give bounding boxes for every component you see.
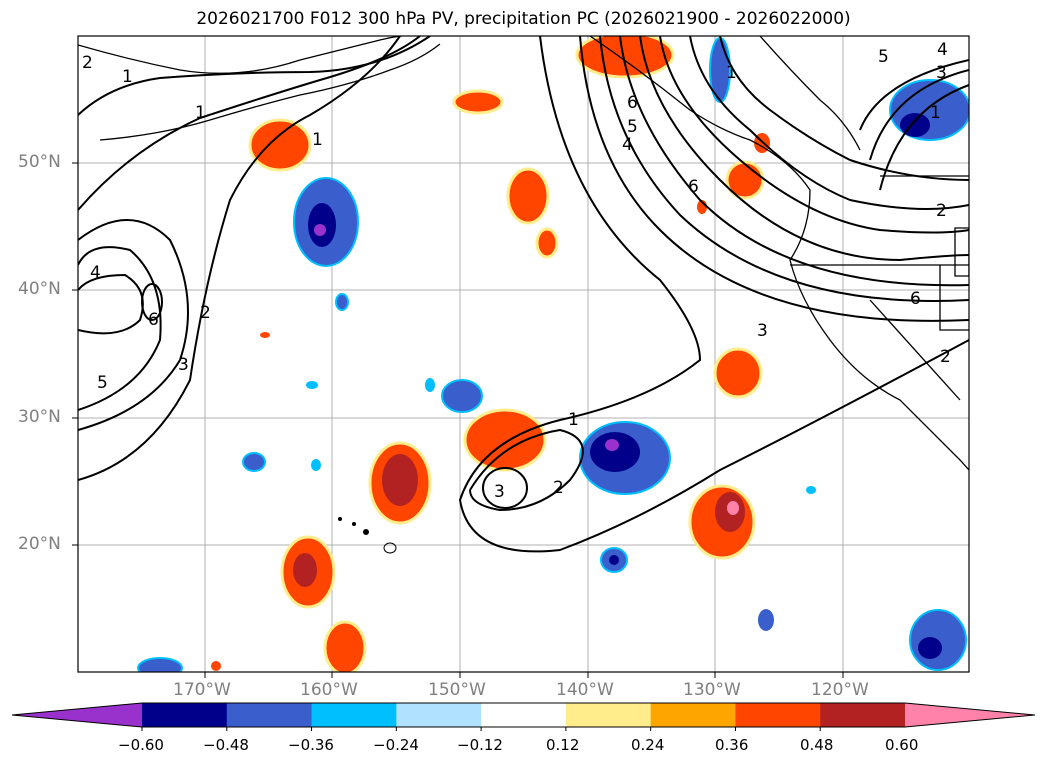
contour-label: 2 xyxy=(82,53,93,73)
colorbar-extend-max xyxy=(905,703,1035,727)
contour-label: 5 xyxy=(627,117,638,137)
contour-label: 2 xyxy=(553,478,564,498)
contour-label: 6 xyxy=(148,310,159,330)
contour-labels: 2 1 1 1 4 6 2 3 5 6 5 4 1 6 3 6 2 2 1 3 … xyxy=(82,40,951,502)
contour-label: 1 xyxy=(195,103,206,123)
colorbar-segment xyxy=(565,703,652,727)
lat-label: 20°N xyxy=(18,534,61,554)
contour-label: 3 xyxy=(936,63,947,83)
colorbar-segment xyxy=(481,703,567,727)
colorbar-segment xyxy=(650,703,736,727)
colorbar-tick-label: 0.12 xyxy=(546,736,580,754)
colorbar-tick-label: 0.24 xyxy=(631,736,665,754)
contour-label: 3 xyxy=(494,482,505,502)
pv-contours xyxy=(78,36,969,553)
contour-label: 5 xyxy=(97,373,108,393)
contour-label: 2 xyxy=(936,201,947,221)
lon-label: 130°W xyxy=(683,680,741,700)
colorbar-tick-label: −0.12 xyxy=(457,736,503,754)
map-panel: 2 1 1 1 4 6 2 3 5 6 5 4 1 6 3 6 2 2 1 3 … xyxy=(72,35,970,678)
colorbar-tick-label: −0.60 xyxy=(118,736,164,754)
colorbar-tick-label: 0.60 xyxy=(885,736,919,754)
contour-label: 6 xyxy=(688,177,699,197)
map-frame xyxy=(77,35,970,673)
lat-label: 30°N xyxy=(18,407,61,427)
contour-label: 4 xyxy=(622,135,633,155)
colorbar-extend-min xyxy=(12,703,142,727)
hawaii-islands xyxy=(338,517,397,554)
contour-label: 6 xyxy=(627,93,638,113)
contour-label: 4 xyxy=(90,263,101,283)
figure-title: 2026021700 F012 300 hPa PV, precipitatio… xyxy=(196,9,851,29)
contour-label: 1 xyxy=(930,103,941,123)
colorbar-segment xyxy=(735,703,821,727)
contour-label: 3 xyxy=(178,355,189,375)
colorbar-segment xyxy=(142,703,228,727)
contour-label: 1 xyxy=(312,130,323,150)
contour-label: 1 xyxy=(726,63,737,83)
lat-label: 40°N xyxy=(18,279,61,299)
colorbar-tick-label: 0.48 xyxy=(800,736,834,754)
colorbar-tick-label: 0.36 xyxy=(715,736,749,754)
contour-label: 2 xyxy=(200,303,211,323)
contour-label: 1 xyxy=(568,410,579,430)
lon-label: 120°W xyxy=(811,680,869,700)
contour-label: 3 xyxy=(757,321,768,341)
colorbar-segment xyxy=(311,703,397,727)
lon-label: 170°W xyxy=(173,680,231,700)
colorbar-segment xyxy=(396,703,482,727)
lon-label: 150°W xyxy=(428,680,486,700)
contour-label: 5 xyxy=(878,47,889,67)
graticule xyxy=(78,36,969,672)
contour-label: 6 xyxy=(910,289,921,309)
contour-label: 2 xyxy=(940,347,951,367)
colorbar-tick-label: −0.48 xyxy=(203,736,249,754)
colorbar-tick-label: −0.36 xyxy=(288,736,334,754)
contour-label: 4 xyxy=(937,40,948,60)
colorbar-segment xyxy=(226,703,313,727)
colorbar-tick-label: −0.24 xyxy=(373,736,419,754)
precip-positive-blobs xyxy=(211,36,770,672)
precip-negative-blobs xyxy=(137,37,969,672)
lat-label: 50°N xyxy=(18,152,61,172)
contour-label: 1 xyxy=(122,67,133,87)
lon-label: 160°W xyxy=(300,680,358,700)
colorbar-segment xyxy=(820,703,906,727)
lon-label: 140°W xyxy=(556,680,614,700)
